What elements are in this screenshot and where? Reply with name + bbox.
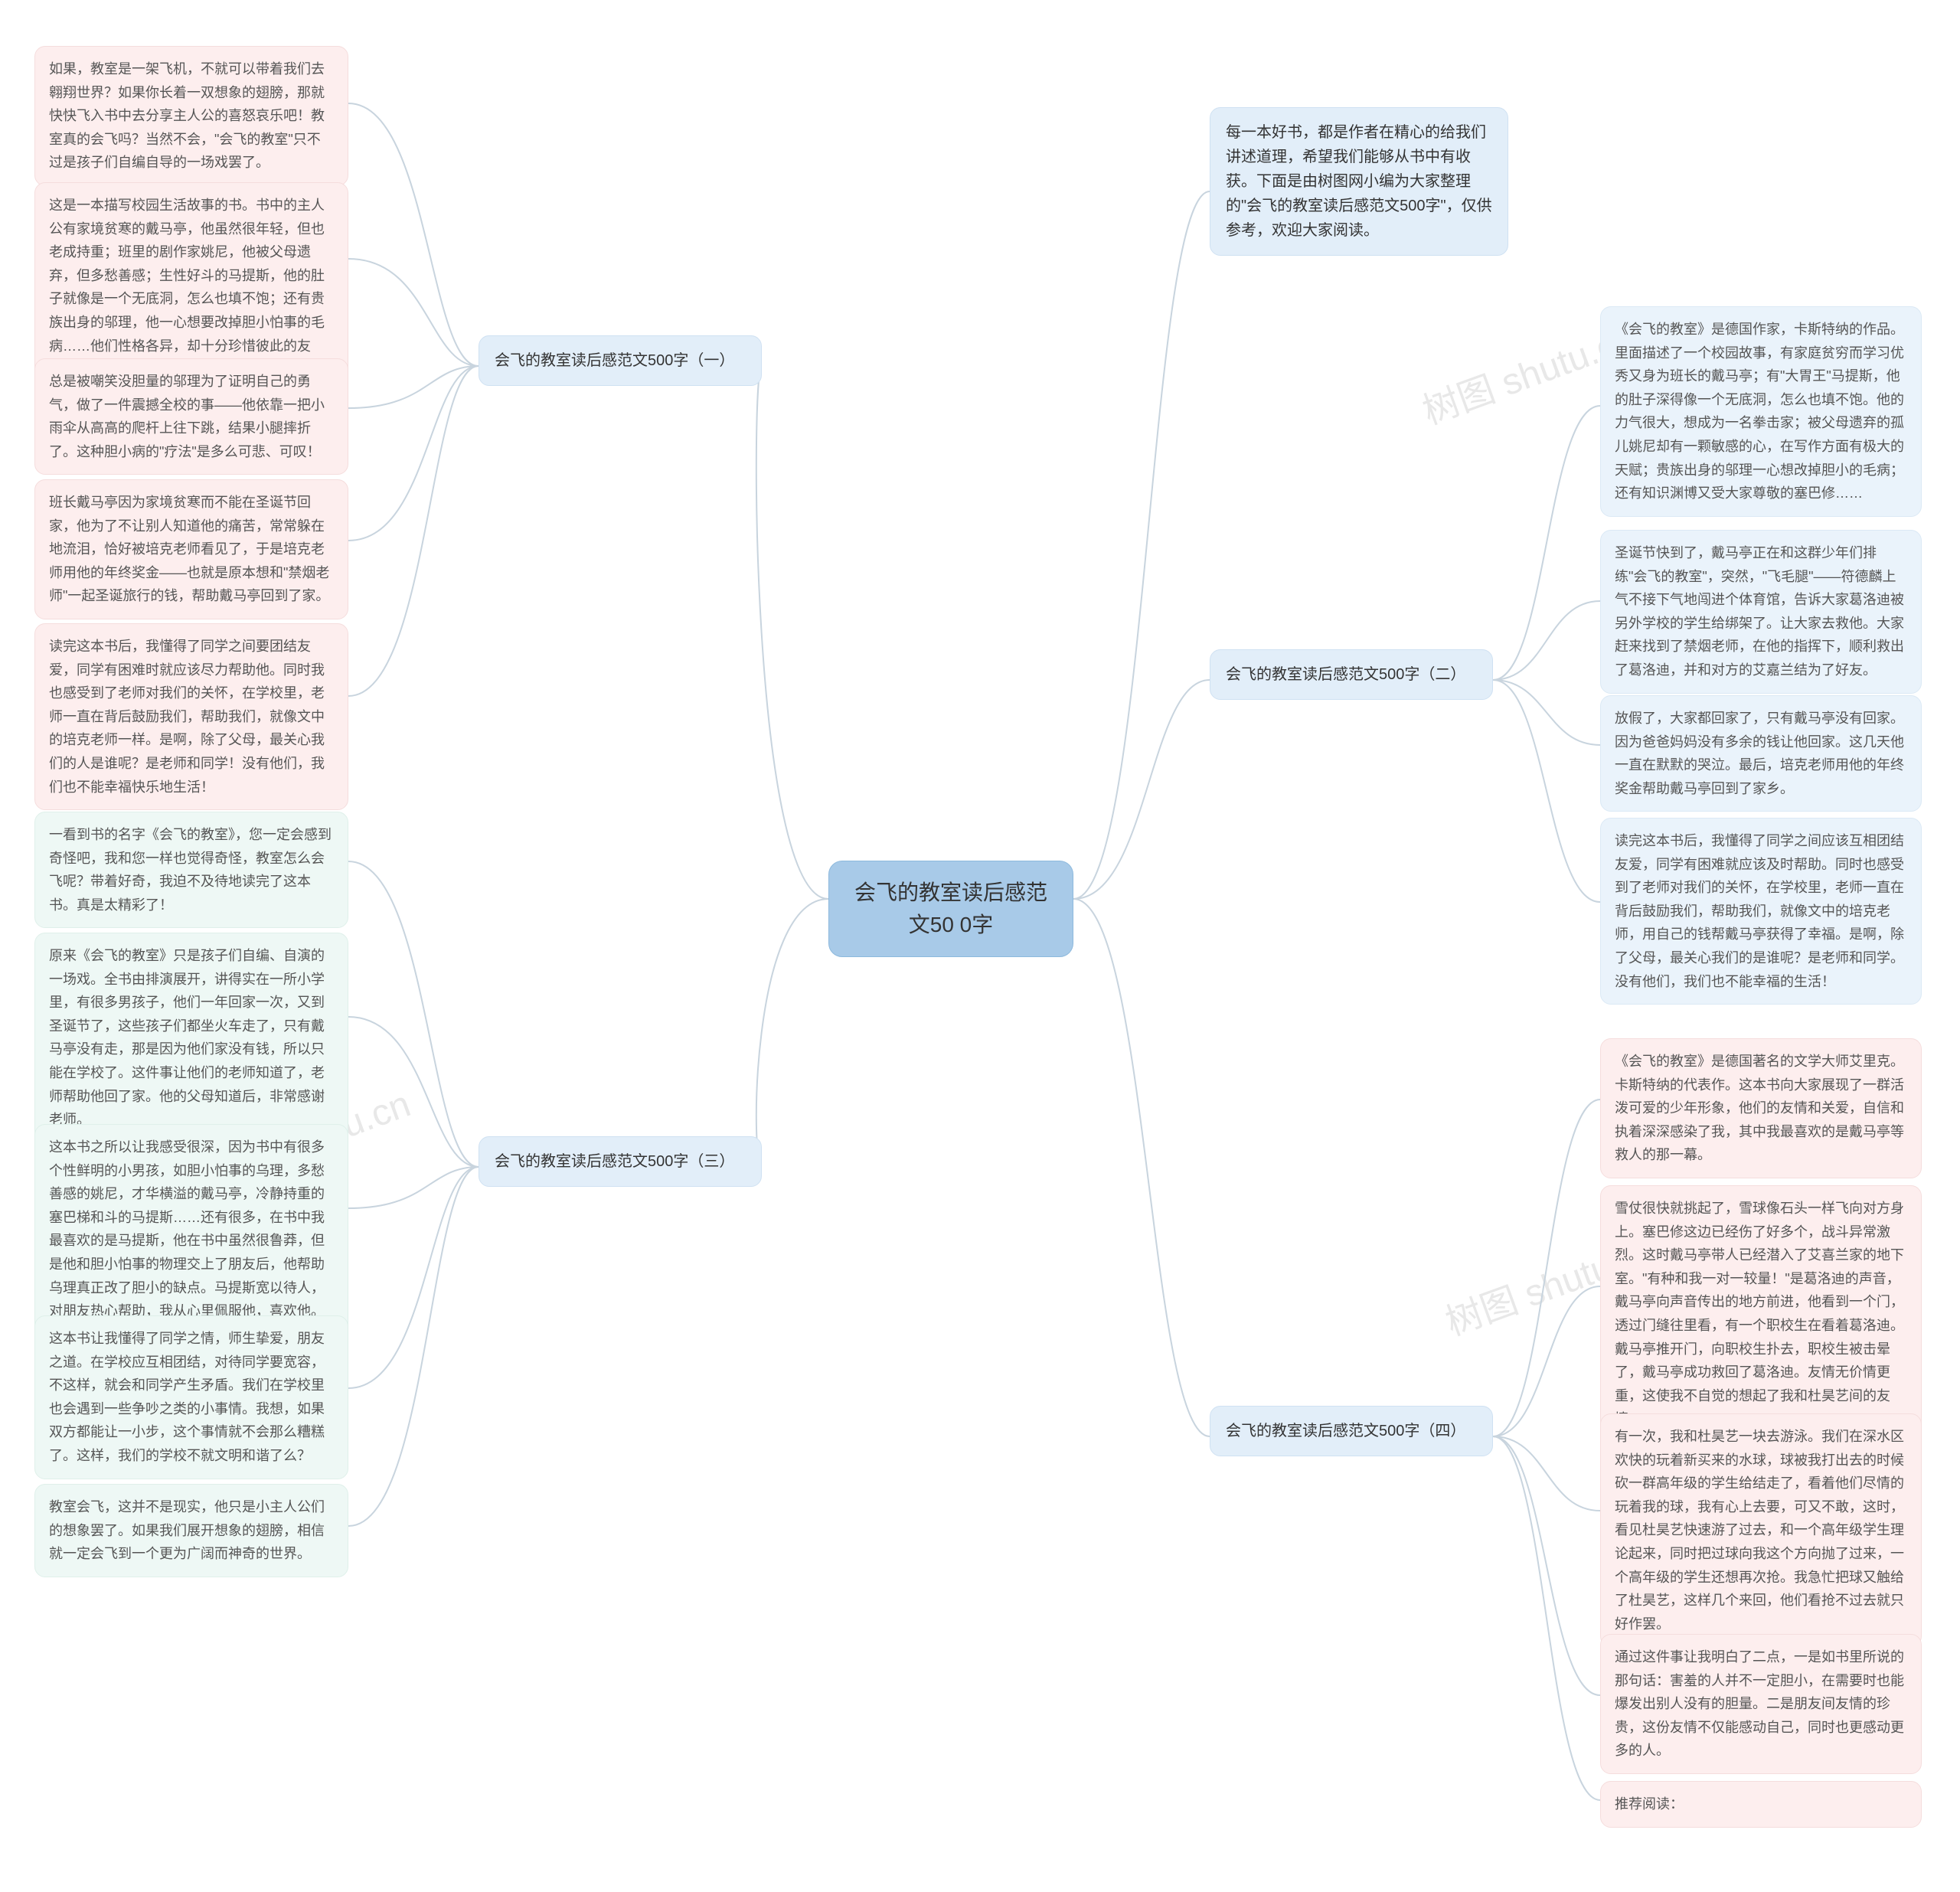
leaf-three-1: 原来《会飞的教室》只是孩子们自编、自演的一场戏。全书由排演展开，讲得实在一所小学… xyxy=(34,933,348,1143)
branch-two[interactable]: 会飞的教室读后感范文500字（二） xyxy=(1210,649,1493,700)
leaf-three-2: 这本书之所以让我感受很深，因为书中有很多个性鲜明的小男孩，如胆小怕事的乌理，多愁… xyxy=(34,1124,348,1335)
leaf-four-2: 有一次，我和杜昊艺一块去游泳。我们在深水区欢快的玩着新买来的水球，球被我打出去的… xyxy=(1600,1413,1922,1647)
center-node[interactable]: 会飞的教室读后感范文50 0字 xyxy=(828,861,1073,957)
leaf-three-4: 教室会飞，这并不是现实，他只是小主人公们的想象罢了。如果我们展开想象的翅膀，相信… xyxy=(34,1484,348,1577)
branch-four[interactable]: 会飞的教室读后感范文500字（四） xyxy=(1210,1406,1493,1456)
leaf-two-2: 放假了，大家都回家了，只有戴马亭没有回家。因为爸爸妈妈没有多余的钱让他回家。这几… xyxy=(1600,695,1922,812)
leaf-four-3: 通过这件事让我明白了二点，一是如书里所说的那句话：害羞的人并不一定胆小，在需要时… xyxy=(1600,1634,1922,1774)
leaf-three-3: 这本书让我懂得了同学之情，师生挚爱，朋友之道。在学校应互相团结，对待同学要宽容，… xyxy=(34,1315,348,1479)
leaf-two-3: 读完这本书后，我懂得了同学之间应该互相团结友爱，同学有困难就应该及时帮助。同时也… xyxy=(1600,818,1922,1005)
leaf-four-1: 雪仗很快就挑起了，雪球像石头一样飞向对方身上。塞巴修这边已经伤了好多个，战斗异常… xyxy=(1600,1185,1922,1443)
leaf-three-0: 一看到书的名字《会飞的教室》，您一定会感到奇怪吧，我和您一样也觉得奇怪，教室怎么… xyxy=(34,812,348,928)
leaf-one-2: 总是被嘲笑没胆量的邬理为了证明自己的勇气，做了一件震撼全校的事——他依靠一把小雨… xyxy=(34,358,348,475)
leaf-one-4: 读完这本书后，我懂得了同学之间要团结友爱，同学有困难时就应该尽力帮助他。同时我也… xyxy=(34,623,348,810)
leaf-two-1: 圣诞节快到了，戴马亭正在和这群少年们排练"会飞的教室"，突然，"飞毛腿"——符德… xyxy=(1600,530,1922,694)
leaf-one-3: 班长戴马亭因为家境贫寒而不能在圣诞节回家，他为了不让别人知道他的痛苦，常常躲在地… xyxy=(34,479,348,619)
branch-intro[interactable]: 每一本好书，都是作者在精心的给我们讲述道理，希望我们能够从书中有收获。下面是由树… xyxy=(1210,107,1508,256)
leaf-one-0: 如果，教室是一架飞机，不就可以带着我们去翱翔世界？如果你长着一双想象的翅膀，那就… xyxy=(34,46,348,186)
leaf-four-4: 推荐阅读： xyxy=(1600,1781,1922,1828)
branch-three[interactable]: 会飞的教室读后感范文500字（三） xyxy=(479,1136,762,1187)
leaf-four-0: 《会飞的教室》是德国著名的文学大师艾里克。卡斯特纳的代表作。这本书向大家展现了一… xyxy=(1600,1038,1922,1178)
leaf-two-0: 《会飞的教室》是德国作家，卡斯特纳的作品。里面描述了一个校园故事，有家庭贫穷而学… xyxy=(1600,306,1922,517)
branch-one[interactable]: 会飞的教室读后感范文500字（一） xyxy=(479,335,762,386)
